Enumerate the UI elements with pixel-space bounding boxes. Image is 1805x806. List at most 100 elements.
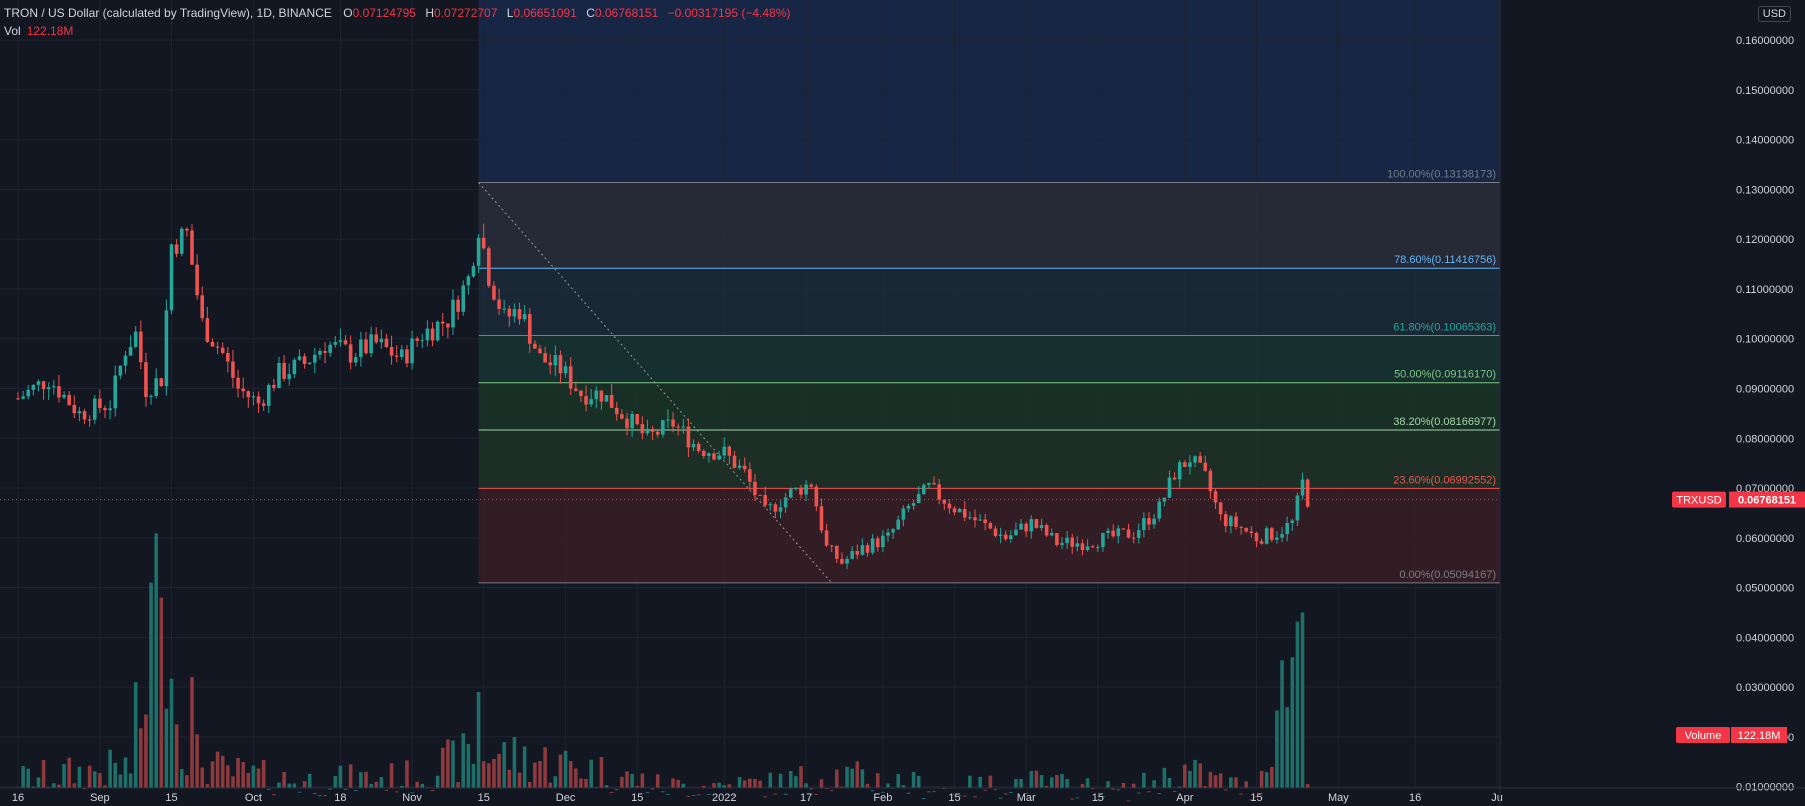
candle-body: [195, 264, 199, 296]
candle-body: [645, 428, 650, 434]
volume-bar: [1157, 793, 1162, 795]
fib-level-label: 23.60%(0.06992552): [1393, 474, 1496, 486]
candle-body: [364, 339, 368, 354]
candle-body: [952, 508, 957, 513]
high-label: H: [425, 6, 434, 20]
volume-bar: [722, 785, 727, 788]
candle-body: [1019, 523, 1023, 530]
volume-bar: [1101, 795, 1105, 797]
candle-body: [901, 508, 906, 520]
volume-bar: [538, 760, 542, 788]
candle-body: [865, 545, 870, 553]
change-value: −0.00317195 (−4.48%): [667, 6, 791, 20]
time-tick-label: 15: [631, 792, 643, 804]
candle-body: [128, 346, 133, 356]
candle-body: [850, 551, 854, 559]
volume-bar: [1188, 770, 1192, 788]
price-tick-label: 0.05000000: [1736, 583, 1794, 595]
candle-body: [962, 508, 967, 518]
candle-body: [77, 411, 82, 414]
volume-bar: [1136, 792, 1141, 794]
volume-bar: [1085, 778, 1090, 788]
volume-bar: [814, 793, 819, 795]
volume-bar: [149, 582, 153, 788]
volume-bar: [865, 783, 870, 788]
volume-tag-value-box: [1731, 727, 1787, 743]
volume-bar: [1285, 707, 1289, 788]
volume-bar: [1106, 781, 1110, 788]
symbol-title[interactable]: TRON / US Dollar (calculated by TradingV…: [4, 6, 332, 20]
volume-bar: [1070, 798, 1075, 800]
volume-bar: [154, 533, 158, 788]
candle-body: [533, 343, 537, 349]
volume-bar: [875, 773, 880, 788]
candle-body: [272, 384, 276, 388]
candle-body: [425, 328, 430, 341]
candle-body: [302, 356, 307, 364]
volume-bar: [1080, 784, 1085, 788]
volume-bar: [768, 772, 773, 788]
volume-bar: [359, 772, 363, 788]
volume-bar: [487, 763, 491, 788]
volume-bar: [804, 783, 808, 788]
volume-bar: [123, 757, 128, 788]
volume-bar: [384, 789, 389, 791]
candle-body: [369, 334, 373, 354]
fib-retracement[interactable]: 100.00%(0.13138173) 78.60%(0.11416756) 61.…: [478, 169, 1500, 584]
candle-body: [1101, 533, 1105, 548]
volume-bar: [1280, 660, 1284, 788]
volume-bar: [1055, 775, 1059, 788]
volume-bar: [1029, 771, 1034, 788]
candle-body: [594, 390, 599, 400]
volume-bar: [896, 774, 901, 788]
volume-bar: [763, 796, 767, 798]
time-axis[interactable]: 16 Sep 15 Oct 18 Nov 15 Dec 15 2022 17 Feb 15 Mar 15 Ap…: [12, 792, 1503, 804]
volume-bar: [451, 740, 455, 788]
candle-body: [256, 396, 261, 404]
volume-bar: [323, 795, 327, 797]
price-tick-label: 0.09000000: [1736, 383, 1794, 395]
candle-body: [82, 411, 87, 420]
volume-bar: [1213, 775, 1218, 788]
candle-body: [932, 482, 936, 485]
volume-bar: [911, 772, 916, 788]
candle-body: [732, 455, 737, 468]
volume-bar: [481, 761, 486, 788]
volume-bar: [1142, 772, 1146, 788]
candles: [16, 223, 1310, 570]
volume-bar: [272, 794, 276, 796]
candle-body: [1203, 462, 1208, 471]
volume-legend-label[interactable]: Vol: [4, 24, 21, 38]
candle-body: [922, 484, 926, 495]
candle-body: [466, 276, 471, 286]
candle-body: [758, 494, 762, 496]
candle-body: [338, 340, 343, 343]
candle-body: [640, 424, 645, 434]
candle-body: [1223, 514, 1228, 527]
volume-bar: [507, 769, 512, 788]
volume-bar: [200, 767, 205, 788]
candle-body: [169, 244, 174, 311]
candle-body: [144, 362, 148, 397]
volume-bar: [246, 773, 251, 788]
time-tick-label: 15: [165, 792, 177, 804]
candle-body: [1218, 502, 1223, 515]
volume-bar: [640, 773, 645, 788]
volume-bar: [901, 785, 906, 788]
candle-body: [231, 361, 235, 378]
candle-body: [998, 534, 1003, 537]
candle-body: [1270, 528, 1274, 540]
volume-bar: [599, 757, 604, 788]
currency-button[interactable]: USD: [1757, 6, 1791, 22]
candle-body: [133, 331, 138, 347]
candle-body: [819, 506, 824, 531]
candle-body: [1136, 530, 1141, 538]
candle-body: [630, 414, 634, 429]
candle-body: [502, 308, 506, 310]
volume-tag: [1676, 727, 1730, 743]
candle-body: [968, 517, 972, 519]
volume-bar: [343, 788, 348, 790]
time-tick-label: Apr: [1176, 792, 1193, 804]
volume-bar: [226, 765, 230, 788]
